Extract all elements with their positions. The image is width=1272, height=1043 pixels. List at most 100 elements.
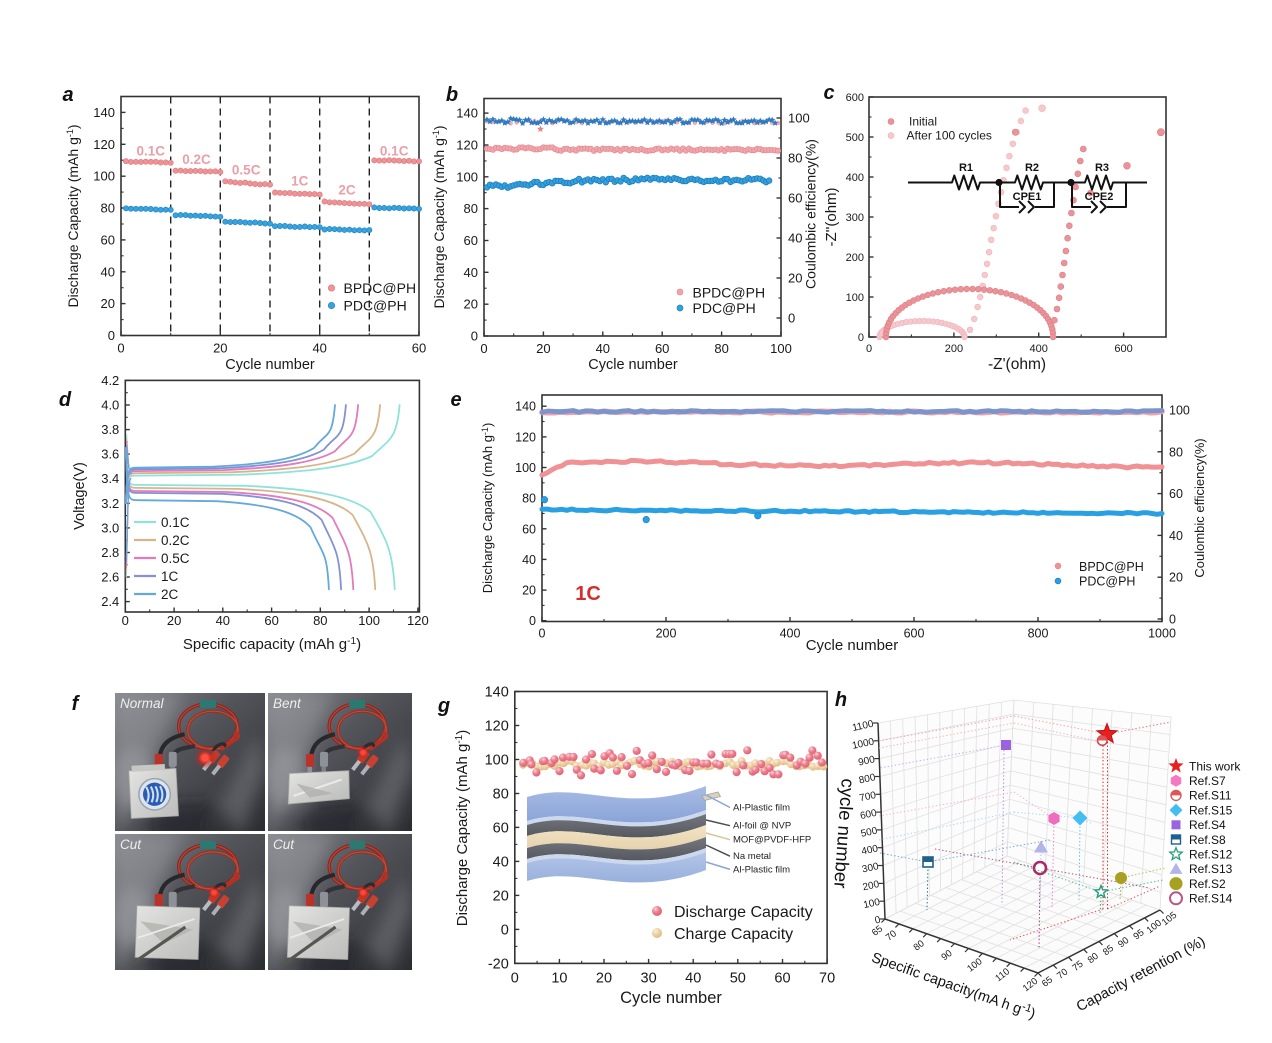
svg-text:This work: This work [1189,759,1241,773]
svg-text:140: 140 [93,105,115,120]
svg-text:Cycle number: Cycle number [806,637,899,654]
svg-text:Cut: Cut [273,837,295,852]
svg-text:Charge Capacity: Charge Capacity [674,926,793,943]
svg-text:120: 120 [515,430,536,444]
svg-text:200: 200 [945,343,963,355]
svg-text:MOF@PVDF-HFP: MOF@PVDF-HFP [733,835,811,846]
svg-text:40: 40 [312,341,326,356]
svg-text:140: 140 [515,400,536,414]
svg-text:80: 80 [912,938,927,953]
svg-text:800: 800 [1028,627,1049,641]
svg-text:Ref.S2: Ref.S2 [1189,877,1226,891]
svg-text:Specific capacity (mAh g-1): Specific capacity (mAh g-1) [183,636,361,653]
svg-text:95: 95 [1131,927,1146,942]
svg-text:600: 600 [846,92,864,104]
svg-text:200: 200 [656,627,677,641]
svg-text:50: 50 [730,970,746,986]
svg-text:60: 60 [655,341,669,356]
svg-text:4.0: 4.0 [101,398,119,413]
svg-text:Cut: Cut [120,837,142,852]
svg-text:Discharge Capacity: Discharge Capacity [674,904,813,921]
svg-text:20: 20 [101,296,115,311]
svg-text:60: 60 [788,191,802,206]
svg-text:Coulombic efficiency(%): Coulombic efficiency(%) [1192,438,1207,577]
svg-text:Al-foil @ NVP: Al-foil @ NVP [733,821,791,832]
svg-text:-Z''(ohm): -Z''(ohm) [823,187,840,246]
svg-text:60: 60 [1169,487,1183,501]
svg-text:100: 100 [1169,404,1190,418]
svg-text:20: 20 [1169,571,1183,585]
svg-text:80: 80 [313,613,327,628]
svg-text:500: 500 [860,825,879,839]
svg-text:40: 40 [596,341,610,356]
svg-text:0.5C: 0.5C [232,163,261,178]
svg-text:700: 700 [859,790,878,804]
svg-text:40: 40 [1169,529,1183,543]
svg-text:PDC@PH: PDC@PH [693,300,756,316]
svg-text:60: 60 [464,233,478,248]
svg-text:400: 400 [780,627,801,641]
svg-text:0: 0 [874,915,882,927]
svg-text:g: g [437,695,450,717]
svg-text:200: 200 [862,879,881,893]
svg-text:20: 20 [167,613,181,628]
svg-text:0.2C: 0.2C [161,533,190,548]
svg-text:0: 0 [471,329,478,344]
svg-text:100: 100 [93,169,115,184]
svg-text:PDC@PH: PDC@PH [344,297,407,313]
svg-text:1C: 1C [575,583,601,605]
svg-text:100: 100 [965,956,984,974]
svg-text:40: 40 [464,265,478,280]
svg-text:Ref.S12: Ref.S12 [1189,848,1233,862]
svg-text:0.1C: 0.1C [137,144,166,159]
svg-text:10: 10 [551,970,567,986]
svg-text:cycle number: cycle number [830,778,859,889]
svg-text:65: 65 [870,923,885,938]
svg-text:40: 40 [101,264,115,279]
svg-text:75: 75 [1070,959,1085,974]
svg-text:100: 100 [515,461,536,475]
svg-text:BPDC@PH: BPDC@PH [344,280,417,296]
svg-text:3.8: 3.8 [101,422,119,437]
svg-text:40: 40 [522,553,536,567]
svg-text:0: 0 [108,328,115,343]
svg-text:20: 20 [464,297,478,312]
svg-text:40: 40 [788,231,802,246]
svg-text:Na metal: Na metal [733,851,771,862]
svg-text:110: 110 [993,966,1012,984]
svg-text:0.1C: 0.1C [161,515,190,530]
svg-text:BPDC@PH: BPDC@PH [693,284,766,300]
svg-text:Ref.S13: Ref.S13 [1189,862,1233,876]
svg-text:0.5C: 0.5C [161,551,190,566]
svg-text:85: 85 [1101,943,1116,958]
svg-text:-Z'(ohm): -Z'(ohm) [988,356,1046,373]
svg-text:Initial: Initial [909,115,937,129]
svg-text:90: 90 [1116,935,1131,950]
svg-text:R3: R3 [1095,162,1109,174]
svg-text:Capacity retention (%): Capacity retention (%) [1074,934,1208,1015]
svg-text:80: 80 [1169,445,1183,459]
svg-text:0: 0 [866,343,872,355]
svg-text:100: 100 [788,111,810,126]
svg-text:0: 0 [511,970,519,986]
svg-text:100: 100 [770,341,792,356]
svg-text:800: 800 [858,772,877,786]
svg-text:400: 400 [846,172,864,184]
svg-text:2C: 2C [338,183,356,198]
svg-text:Discharge Capacity (mAh g-1): Discharge Capacity (mAh g-1) [454,730,471,926]
svg-text:20: 20 [536,341,550,356]
svg-text:1000: 1000 [1148,627,1176,641]
svg-text:100: 100 [456,169,478,184]
svg-text:300: 300 [861,861,880,875]
svg-text:80: 80 [788,151,802,166]
svg-text:-20: -20 [488,956,509,972]
svg-text:1000: 1000 [851,736,875,751]
svg-text:70: 70 [884,928,899,943]
svg-text:a: a [62,84,73,106]
svg-text:400: 400 [861,843,880,857]
svg-text:1100: 1100 [851,719,875,734]
svg-text:60: 60 [101,232,115,247]
svg-text:0: 0 [529,614,536,628]
svg-text:3.6: 3.6 [101,447,119,462]
svg-text:d: d [59,389,72,411]
